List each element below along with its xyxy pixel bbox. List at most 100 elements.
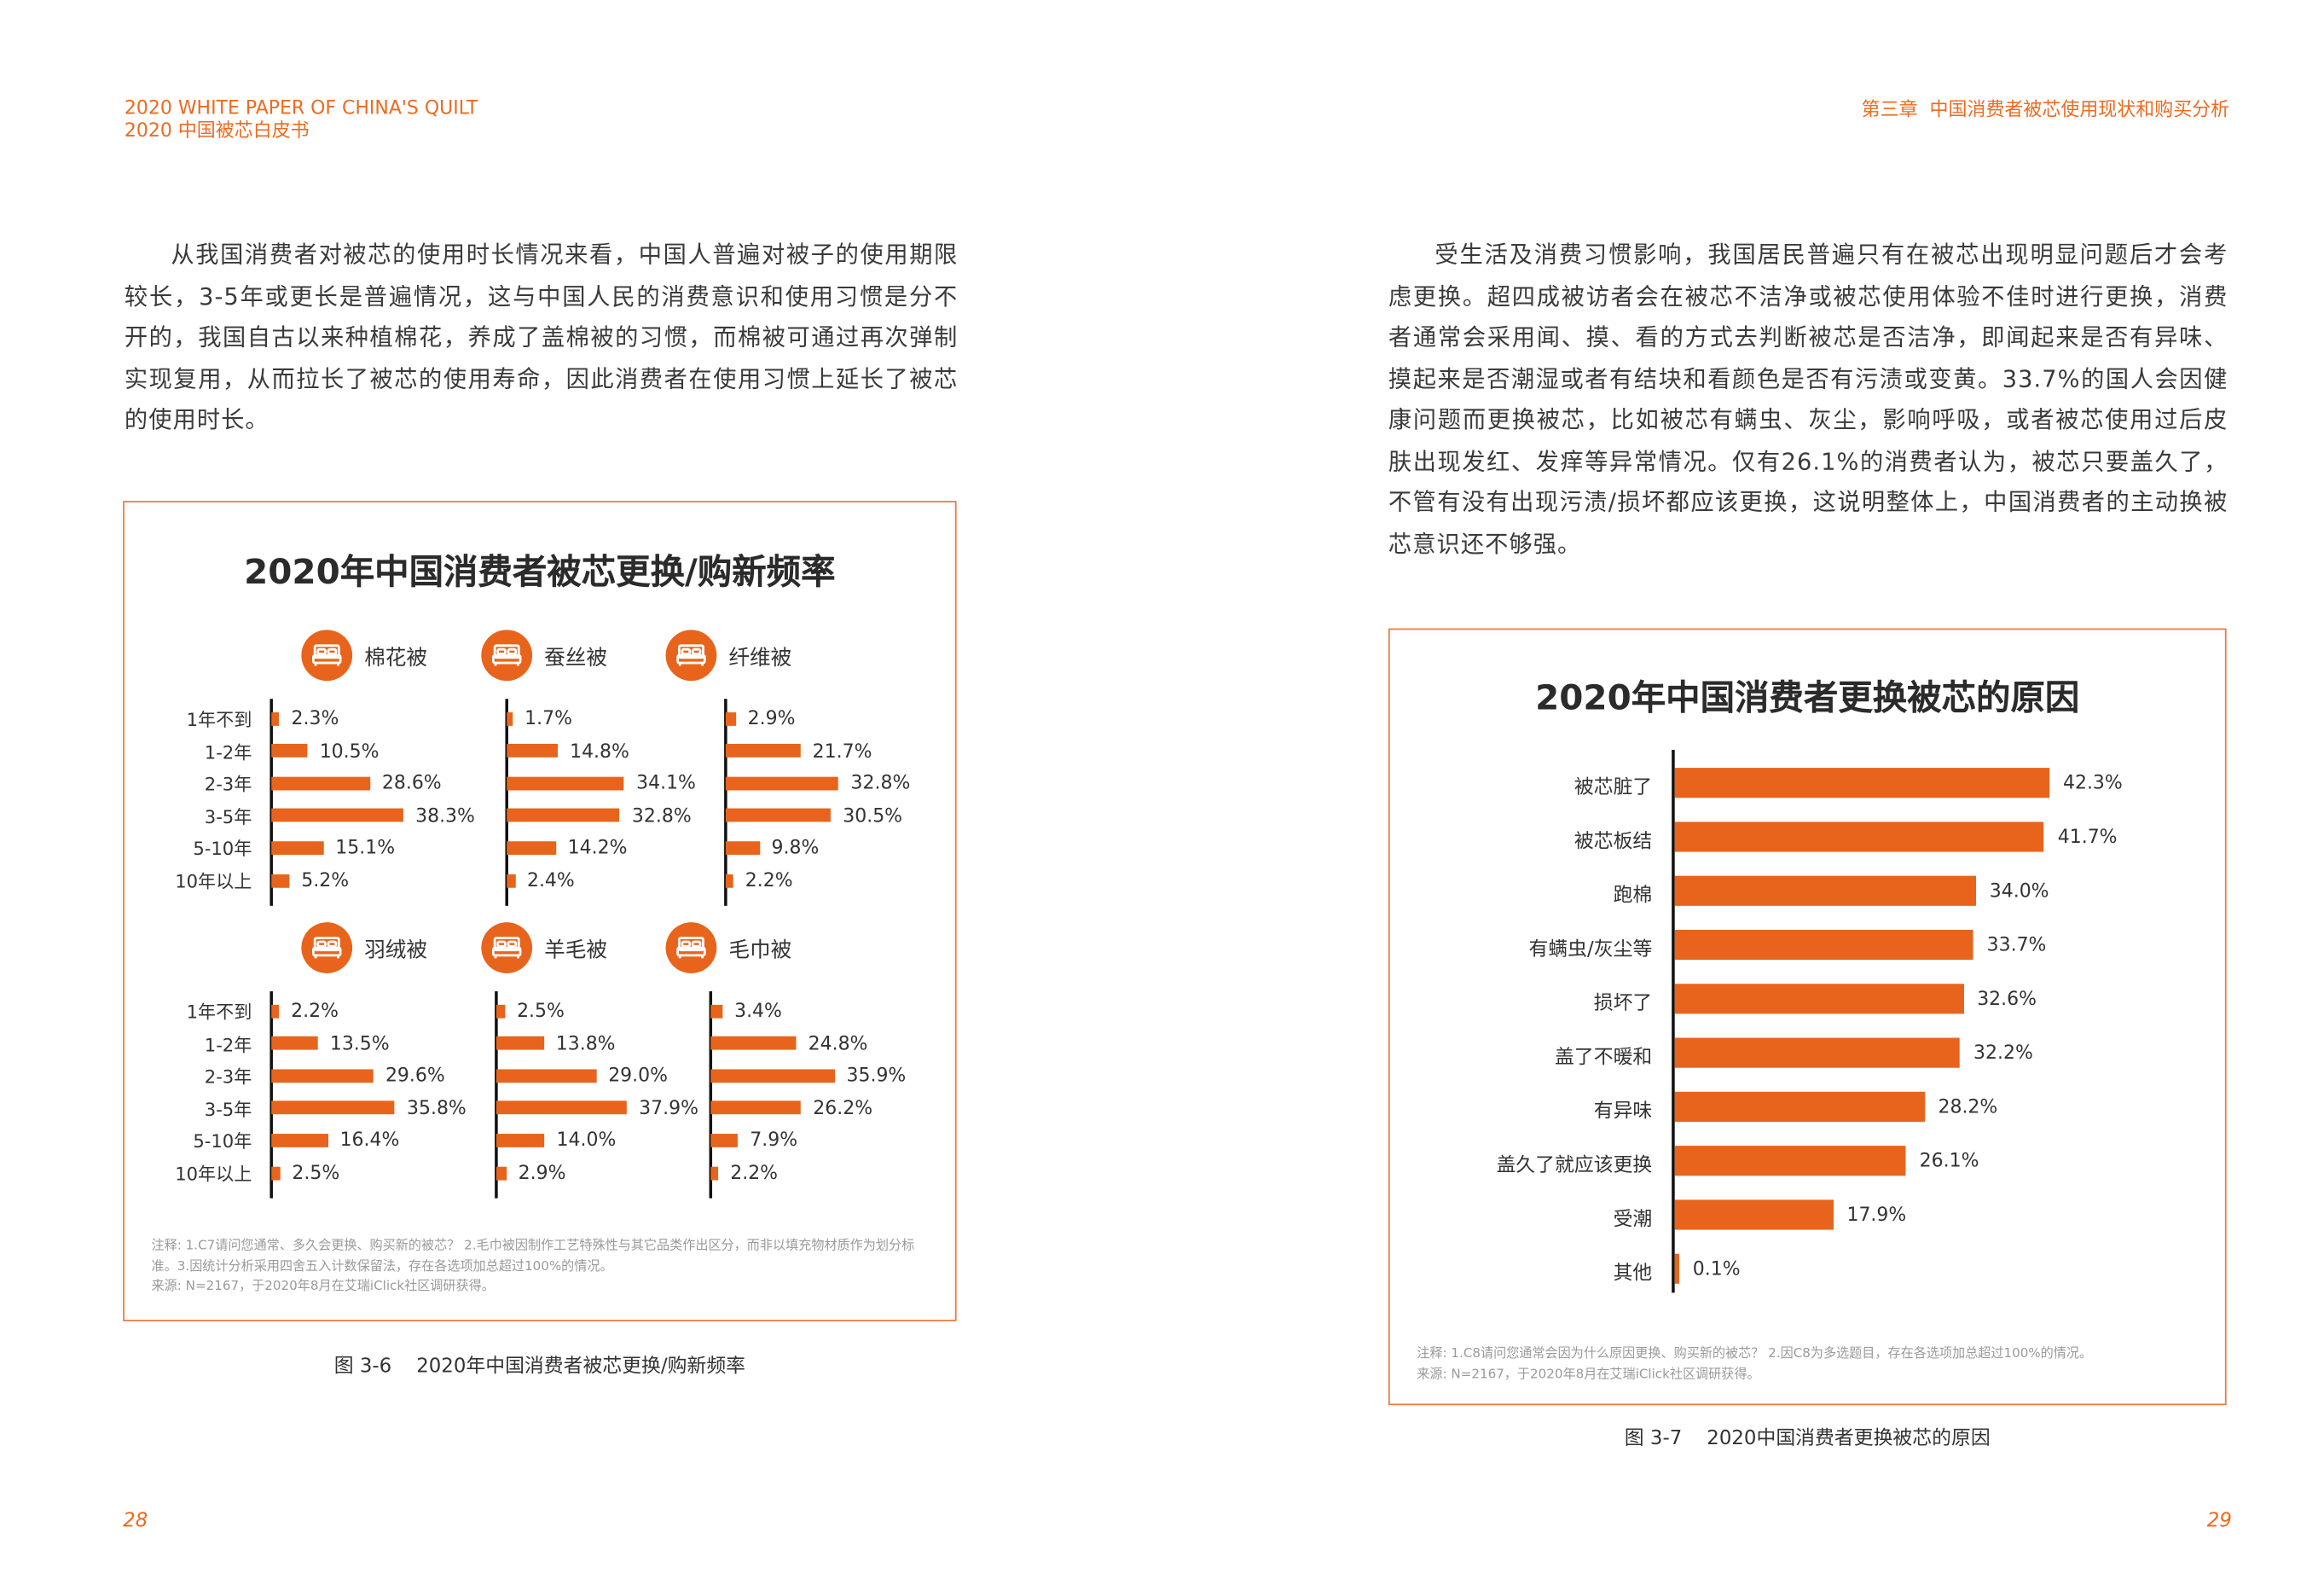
bar bbox=[271, 744, 308, 758]
category-label: 10年以上 bbox=[175, 871, 252, 893]
chart-frequency-title: 2020年中国消费者被芯更换/购新频率 bbox=[244, 553, 836, 593]
quilt-type-label: 羽绒被 bbox=[364, 938, 428, 963]
category-label: 1-2年 bbox=[204, 741, 252, 763]
value-label: 2.9% bbox=[518, 1160, 566, 1184]
bar bbox=[496, 1133, 545, 1147]
bar bbox=[271, 1036, 318, 1050]
value-label: 41.7% bbox=[2057, 824, 2118, 848]
bar bbox=[725, 744, 801, 758]
right-paragraph: 受生活及消费习惯影响，我国居民普遍只有在被芯出现明显问题后才会考虑更换。超四成被… bbox=[1388, 235, 2228, 566]
category-label: 5-10年 bbox=[193, 839, 252, 861]
value-label: 3.4% bbox=[734, 998, 782, 1022]
bar bbox=[496, 1003, 506, 1018]
note-text: 注释: 1.C7请问您通常、多久会更换、购买新的被芯？ 2.毛巾被因制作工艺特殊… bbox=[151, 1239, 915, 1274]
bar bbox=[271, 711, 280, 725]
header-title-cn: 2020 中国被芯白皮书 bbox=[124, 118, 310, 142]
category-label: 3-5年 bbox=[204, 1099, 252, 1120]
value-label: 38.3% bbox=[415, 803, 475, 827]
value-label: 33.7% bbox=[1986, 932, 2047, 955]
bar bbox=[1674, 768, 2050, 798]
header-title-en: 2020 WHITE PAPER OF CHINA'S QUILT bbox=[124, 96, 478, 119]
value-label: 10.5% bbox=[319, 738, 380, 762]
left-paragraph: 从我国消费者对被芯的使用时长情况来看，中国人普遍对被子的使用期限较长，3-5年或… bbox=[125, 235, 958, 442]
value-label: 28.2% bbox=[1938, 1094, 1998, 1118]
category-label: 3-5年 bbox=[204, 806, 252, 828]
figure-caption-3-7: 图 3-7 2020中国消费者更换被芯的原因 bbox=[1624, 1427, 1991, 1450]
bed-icon bbox=[301, 630, 353, 682]
category-label: 盖久了就应该更换 bbox=[1496, 1154, 1653, 1178]
value-label: 9.8% bbox=[771, 835, 820, 859]
value-label: 37.9% bbox=[639, 1095, 699, 1119]
page-number-left: 28 bbox=[123, 1510, 148, 1533]
bar bbox=[271, 1068, 374, 1083]
value-label: 42.3% bbox=[2062, 770, 2123, 793]
bar bbox=[1674, 929, 1973, 961]
chart-frequency-box bbox=[123, 501, 957, 1321]
value-label: 2.2% bbox=[730, 1160, 779, 1184]
value-label: 7.9% bbox=[750, 1128, 798, 1152]
value-label: 2.2% bbox=[291, 998, 339, 1022]
bar bbox=[496, 1165, 507, 1180]
bed-icon bbox=[481, 630, 533, 682]
value-label: 15.1% bbox=[335, 835, 396, 859]
bar bbox=[271, 1100, 395, 1115]
bar bbox=[1674, 1037, 1961, 1068]
bar bbox=[507, 874, 515, 887]
bar bbox=[507, 776, 625, 790]
chart-axis bbox=[495, 991, 497, 1199]
value-label: 34.0% bbox=[1989, 879, 2049, 902]
chart-reasons-box bbox=[1388, 628, 2227, 1406]
bar bbox=[496, 1036, 544, 1050]
chart-reasons-axis bbox=[1672, 750, 1674, 1293]
value-label: 32.2% bbox=[1973, 1041, 2033, 1064]
source-text: 来源: N=2167，于2020年8月在艾瑞iClick社区调研获得。 bbox=[151, 1279, 495, 1295]
quilt-type-label: 棉花被 bbox=[364, 646, 428, 671]
value-label: 14.2% bbox=[567, 835, 628, 859]
category-label: 有螨虫/灰尘等 bbox=[1528, 938, 1653, 961]
chart-frequency-notes: 注释: 1.C7请问您通常、多久会更换、购买新的被芯？ 2.毛巾被因制作工艺特殊… bbox=[152, 1237, 931, 1298]
category-label: 1年不到 bbox=[186, 709, 252, 731]
value-label: 14.8% bbox=[570, 738, 629, 762]
chart-axis bbox=[505, 699, 508, 906]
bar bbox=[271, 776, 370, 790]
chart-axis bbox=[724, 699, 727, 906]
bar bbox=[725, 841, 760, 855]
value-label: 35.9% bbox=[846, 1063, 907, 1087]
value-label: 1.7% bbox=[524, 706, 572, 729]
bar bbox=[710, 1100, 802, 1115]
quilt-type-label: 蚕丝被 bbox=[544, 646, 607, 671]
bar bbox=[1674, 984, 1964, 1014]
bar bbox=[271, 1165, 281, 1180]
quilt-type-label: 毛巾被 bbox=[728, 938, 792, 963]
value-label: 32.6% bbox=[1977, 986, 2037, 1010]
bar bbox=[725, 809, 832, 822]
bar bbox=[1674, 1091, 1925, 1122]
bar bbox=[271, 874, 290, 887]
category-label: 损坏了 bbox=[1593, 992, 1653, 1016]
left-paragraph-text: 从我国消费者对被芯的使用时长情况来看，中国人普遍对被子的使用期限较长，3-5年或… bbox=[124, 241, 959, 434]
category-label: 有异味 bbox=[1593, 1100, 1653, 1123]
bar bbox=[710, 1003, 723, 1018]
value-label: 17.9% bbox=[1846, 1202, 1907, 1226]
category-label: 受潮 bbox=[1613, 1208, 1653, 1232]
quilt-type-label: 羊毛被 bbox=[544, 938, 607, 963]
value-label: 29.0% bbox=[608, 1063, 669, 1087]
right-paragraph-text: 受生活及消费习惯影响，我国居民普遍只有在被芯出现明显问题后才会考虑更换。超四成被… bbox=[1388, 241, 2228, 558]
value-label: 2.5% bbox=[517, 998, 565, 1022]
bar bbox=[710, 1068, 835, 1083]
category-label: 2-3年 bbox=[204, 774, 252, 796]
bed-icon bbox=[481, 922, 533, 973]
bar bbox=[710, 1133, 739, 1147]
bed-icon bbox=[665, 922, 717, 973]
bar bbox=[271, 1133, 328, 1147]
bar bbox=[710, 1165, 719, 1180]
value-label: 32.8% bbox=[850, 770, 911, 794]
chart-axis bbox=[269, 699, 273, 906]
value-label: 26.2% bbox=[813, 1095, 873, 1119]
value-label: 2.3% bbox=[291, 706, 339, 729]
chart-reasons-notes: 注释: 1.C8请问您通常会因为什么原因更换、购买新的被芯？ 2.因C8为多选题… bbox=[1417, 1345, 2211, 1385]
source-text: 来源: N=2167，于2020年8月在艾瑞iClick社区调研获得。 bbox=[1417, 1367, 1760, 1382]
value-label: 2.5% bbox=[292, 1160, 340, 1184]
bar bbox=[496, 1068, 597, 1083]
bar bbox=[1674, 822, 2044, 852]
